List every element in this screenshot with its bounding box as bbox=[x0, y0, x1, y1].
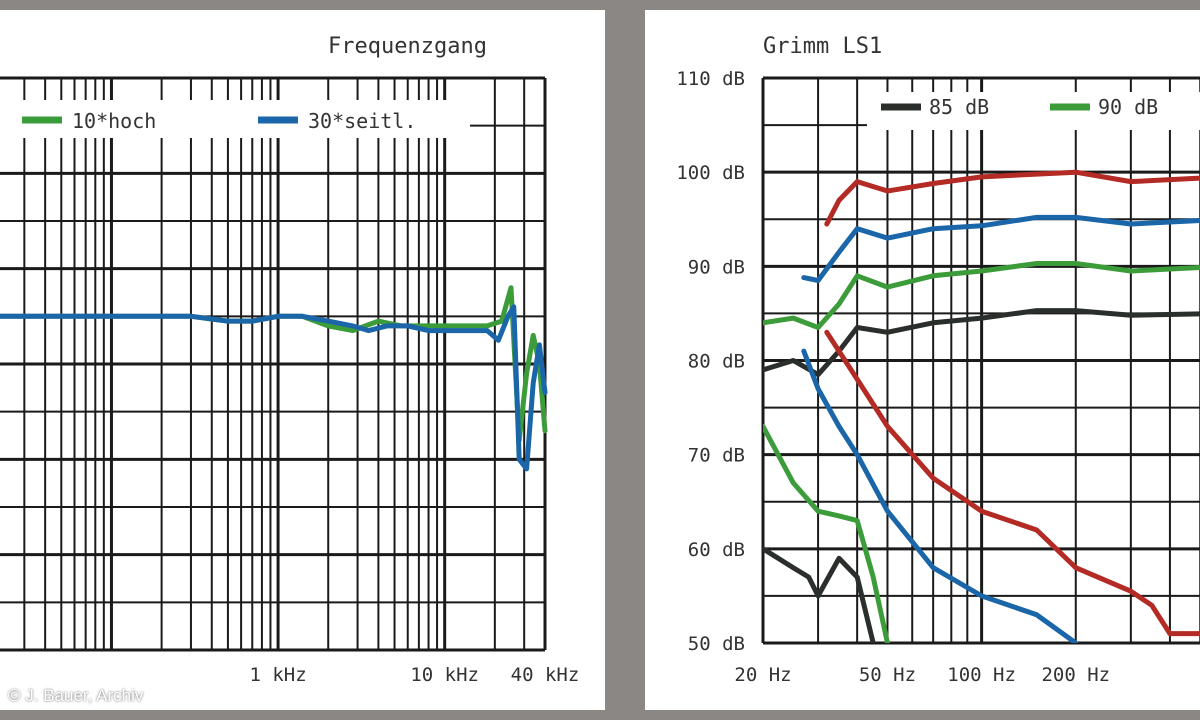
frequency-response-chart: 10*hoch 30*seitl. 1 kHz 10 kHz 40 kHz bbox=[0, 76, 580, 686]
x-tick-label: 40 kHz bbox=[511, 664, 580, 686]
x-tick-label: 100 Hz bbox=[947, 664, 1016, 686]
x-tick-label: 1 kHz bbox=[249, 664, 306, 686]
frequency-response-panel: Frequenzgang 10*hoch 30*seitl. 1 kHz 10 kHz… bbox=[0, 10, 605, 710]
legend-label: 85 dB bbox=[929, 95, 989, 119]
series-line-2 bbox=[763, 261, 1200, 330]
y-tick-label: 90 dB bbox=[688, 256, 745, 278]
x-tick-label: 50 Hz bbox=[859, 664, 916, 686]
series-line-7 bbox=[801, 348, 1079, 643]
series-line-6 bbox=[763, 423, 890, 643]
y-tick-label: 50 dB bbox=[688, 633, 745, 655]
legend-label: 10*hoch bbox=[72, 109, 156, 133]
series-line-4 bbox=[824, 169, 1200, 227]
chart-title-right: Grimm LS1 bbox=[763, 34, 883, 59]
level-response-chart: 85 dB 90 dB 50 dB 60 dB 70 dB 80 dB 90 dB 100 d… bbox=[676, 68, 1200, 686]
legend-box bbox=[0, 100, 470, 138]
series-line-2 bbox=[0, 304, 548, 472]
legend-box bbox=[867, 92, 1200, 130]
y-tick-label: 70 dB bbox=[688, 445, 745, 467]
x-tick-label: 200 Hz bbox=[1041, 664, 1110, 686]
legend-label: 90 dB bbox=[1098, 95, 1158, 119]
series-line-8 bbox=[824, 329, 1200, 637]
chart-title-left: Frequenzgang bbox=[328, 34, 487, 59]
x-tick-label: 20 Hz bbox=[734, 664, 791, 686]
level-response-panel: Grimm LS1 85 dB 90 dB 50 dB 60 dB 70 dB 80 dB… bbox=[645, 10, 1200, 710]
series-line-3 bbox=[801, 214, 1200, 283]
x-tick-label: 10 kHz bbox=[410, 664, 479, 686]
y-tick-label: 60 dB bbox=[688, 539, 745, 561]
y-tick-label: 110 dB bbox=[676, 68, 745, 90]
legend-label: 30*seitl. bbox=[308, 109, 416, 133]
y-tick-label: 80 dB bbox=[688, 351, 745, 373]
copyright-notice: © J. Bauer, Archiv bbox=[8, 686, 144, 705]
y-tick-label: 100 dB bbox=[676, 162, 745, 184]
series-line-5 bbox=[763, 546, 876, 643]
